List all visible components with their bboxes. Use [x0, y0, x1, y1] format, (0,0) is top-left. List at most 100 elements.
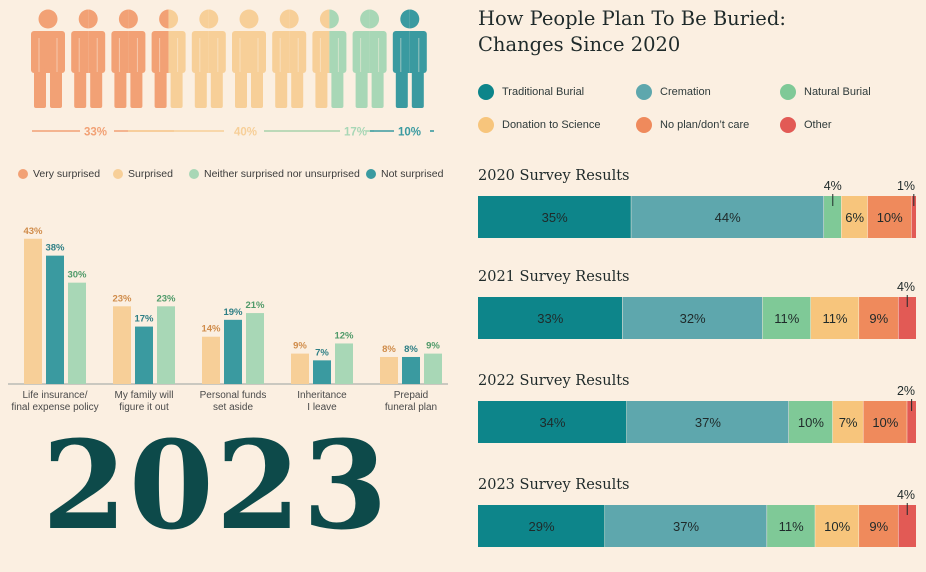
legend-item-no-plan: No plan/don’t care — [636, 117, 749, 133]
category-label: I leave — [307, 402, 337, 413]
segment-value-label: 44% — [715, 210, 741, 225]
segment-callout-label: 2% — [897, 384, 915, 398]
stack-segment — [841, 196, 868, 238]
bar — [313, 360, 331, 384]
other-dot-icon — [780, 117, 796, 133]
percent-label: 10% — [398, 127, 421, 139]
stack-segment — [824, 196, 842, 238]
survey-title-2021: 2021 Survey Results — [478, 269, 630, 285]
segment-value-label: 10% — [798, 415, 824, 430]
survey-title-2022: 2022 Survey Results — [478, 373, 630, 389]
bar-value-label: 30% — [67, 270, 87, 281]
bar-value-label: 38% — [45, 243, 65, 254]
bar — [157, 306, 175, 384]
legend-item-cremation: Cremation — [636, 84, 711, 100]
legend-label: No plan/don’t care — [660, 119, 750, 131]
surprise-percent-row: 33% 40% 17% 10% — [32, 127, 434, 139]
person-icon — [272, 9, 307, 108]
bar-value-label: 23% — [112, 293, 132, 304]
percent-label: 33% — [84, 127, 107, 139]
category-label: Inheritance — [297, 390, 347, 401]
bar-value-label: 9% — [426, 341, 440, 352]
bar — [68, 282, 86, 384]
bar-value-label: 12% — [334, 330, 354, 341]
stack-segment — [859, 505, 899, 547]
chart-title-line-2: Changes Since 2020 — [478, 33, 681, 56]
segment-value-label: 11% — [822, 311, 847, 326]
bar-value-label: 43% — [23, 226, 43, 237]
segment-value-label: 6% — [845, 210, 864, 225]
stack-segment — [898, 297, 916, 339]
stack-segment — [788, 401, 833, 443]
bar — [202, 336, 220, 384]
person-icon — [31, 9, 65, 108]
bar-value-label: 23% — [156, 293, 176, 304]
bar — [424, 353, 442, 384]
legend-label: Not surprised — [381, 168, 444, 180]
legend-label: Donation to Science — [502, 119, 601, 131]
bar-value-label: 8% — [404, 344, 418, 355]
very-surprised-dot-icon — [18, 169, 28, 179]
stack-segment — [863, 401, 908, 443]
person-icon — [111, 9, 146, 108]
segment-value-label: 10% — [824, 519, 850, 534]
legend-item-surprised: Surprised — [113, 168, 173, 180]
segment-value-label: 34% — [539, 415, 565, 430]
bar-value-label: 21% — [245, 300, 265, 311]
person-icon — [151, 9, 186, 108]
stack-segment — [478, 401, 627, 443]
stack-segment — [478, 196, 632, 238]
segment-callout-label: 4% — [897, 488, 915, 502]
natural-burial-dot-icon — [780, 84, 796, 100]
legend-label: Traditional Burial — [502, 86, 585, 98]
chart-title: How People Plan To Be Buried: Changes Si… — [478, 6, 786, 58]
segment-value-label: 35% — [542, 210, 568, 225]
survey-title-2023: 2023 Survey Results — [478, 477, 630, 493]
bar — [135, 326, 153, 384]
bar — [46, 255, 64, 384]
category-label: My family will — [115, 390, 174, 401]
stack-segment — [810, 297, 860, 339]
stack-segment — [762, 297, 811, 339]
bar — [335, 343, 353, 384]
surprise-legend: Very surprised Surprised Neither surpris… — [18, 168, 458, 186]
stack-segment — [605, 505, 768, 547]
funding-bar-chart: 43%38% 30% Life insurance/final expense po… — [8, 226, 448, 413]
percent-label: 40% — [234, 127, 257, 139]
stack-segment — [832, 401, 864, 443]
stack-segment — [622, 297, 763, 339]
bar — [380, 356, 398, 384]
bar — [402, 356, 420, 384]
stacked-bar-2020: 35% 44% 4% 6% 10% 1% — [478, 179, 916, 238]
segment-value-label: 11% — [779, 519, 804, 534]
cremation-dot-icon — [636, 84, 652, 100]
category-label: Prepaid — [394, 390, 428, 401]
legend-item-other: Other — [780, 117, 832, 133]
percent-label: 17% — [344, 127, 367, 139]
person-icon — [71, 9, 106, 108]
stacked-bar-2022: 34% 37% 10% 7% 10% 2% — [478, 384, 916, 443]
segment-value-label: 10% — [877, 210, 903, 225]
person-icon — [392, 9, 427, 108]
category-label: set aside — [213, 402, 253, 413]
segment-value-label: 10% — [872, 415, 898, 430]
year-label: 2023 — [42, 413, 390, 557]
legend-item-neither: Neither surprised nor unsurprised — [189, 168, 360, 180]
legend-label: Neither surprised nor unsurprised — [204, 168, 360, 180]
segment-callout-label: 4% — [897, 280, 915, 294]
person-icon — [232, 9, 266, 108]
bar — [224, 319, 242, 384]
bar-value-label: 19% — [223, 307, 243, 318]
not-surprised-dot-icon — [366, 169, 376, 179]
bar — [24, 238, 42, 384]
category-label: funeral plan — [385, 402, 437, 413]
stack-segment — [478, 297, 623, 339]
category-label: Life insurance/ — [22, 390, 87, 401]
stack-segment — [898, 505, 916, 547]
segment-value-label: 9% — [869, 519, 888, 534]
burial-legend: Traditional Burial Cremation Natural Bur… — [478, 82, 918, 142]
chart-title-line-1: How People Plan To Be Buried: — [478, 7, 786, 30]
segment-value-label: 33% — [537, 311, 563, 326]
segment-value-label: 11% — [774, 311, 799, 326]
bar — [291, 353, 309, 384]
